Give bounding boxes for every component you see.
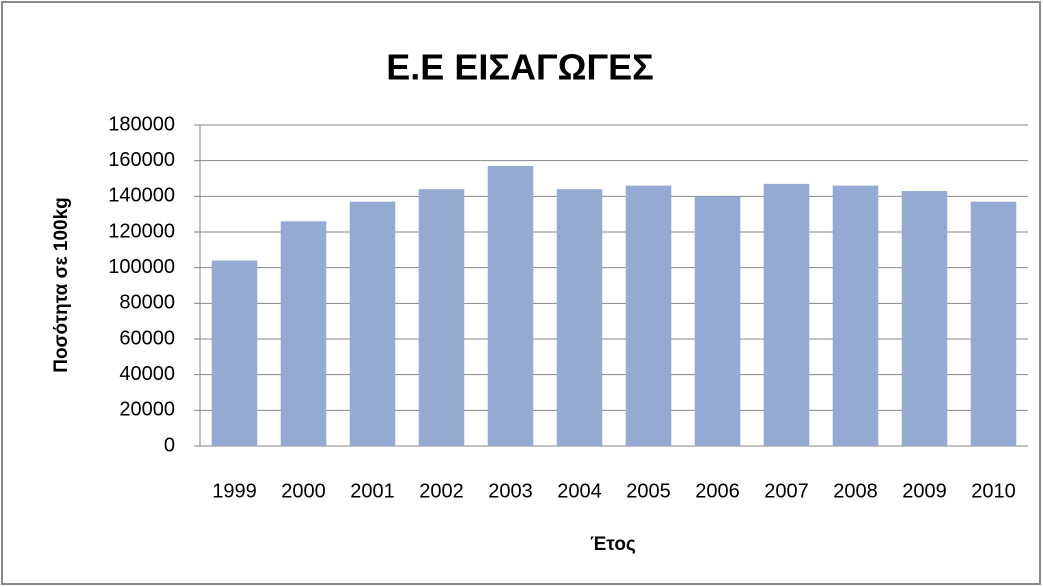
y-tick-label: 60000 [119,327,175,349]
y-tick-label: 100000 [108,256,175,278]
bar [349,201,396,446]
x-tick-label: 2006 [695,480,740,502]
x-tick-label: 2007 [764,480,809,502]
chart-title: Ε.Ε ΕΙΣΑΓΩΓΕΣ [386,47,653,88]
x-tick-label: 2000 [281,480,326,502]
y-tick-label: 80000 [119,292,175,314]
bar [418,189,465,446]
x-tick-label: 2004 [557,480,602,502]
x-axis-label: Έτος [590,534,636,555]
y-tick-label: 180000 [108,113,175,135]
bar [832,185,879,446]
bar [487,166,534,446]
y-tick-label: 120000 [108,220,175,242]
y-tick-label: 20000 [119,399,175,421]
bar [211,260,258,446]
bar [763,183,810,446]
bar [694,196,741,446]
bar [625,185,672,446]
bar [556,189,603,446]
x-tick-label: 2005 [626,480,671,502]
x-tick-label: 2002 [419,480,464,502]
y-tick-label: 140000 [108,185,175,207]
bar [901,190,948,446]
bar [280,221,327,446]
y-tick-label: 160000 [108,149,175,171]
y-tick-label: 0 [164,434,175,456]
x-tick-label: 2009 [902,480,947,502]
x-tick-label: 2008 [833,480,878,502]
x-tick-label: 2010 [971,480,1016,502]
bar [970,201,1017,446]
y-axis-label: Ποσότητα σε 100kg [51,197,72,373]
y-tick-label: 40000 [119,363,175,385]
x-tick-label: 2001 [350,480,395,502]
x-tick-label: 1999 [212,480,257,502]
x-tick-label: 2003 [488,480,533,502]
